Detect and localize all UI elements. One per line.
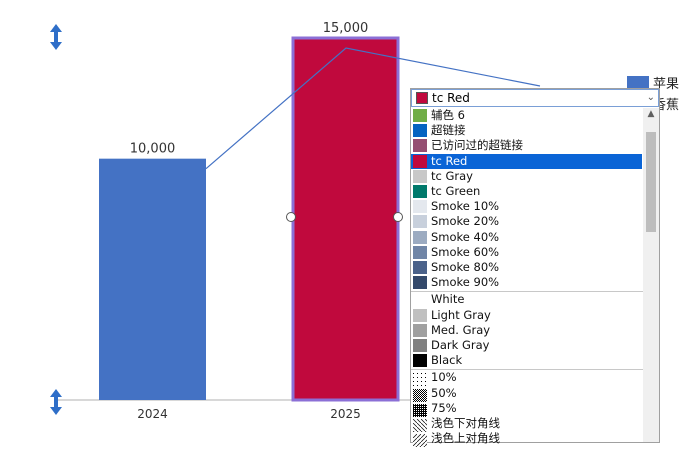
color-option[interactable]: Smoke 10% <box>411 199 642 214</box>
color-option[interactable]: 辅色 6 <box>411 108 642 123</box>
color-swatch <box>413 185 427 198</box>
color-option-label: tc Gray <box>431 168 473 183</box>
color-swatch <box>413 402 427 417</box>
color-option-label: Light Gray <box>431 307 491 322</box>
color-option[interactable]: Dark Gray <box>411 338 642 353</box>
color-swatch <box>413 139 427 153</box>
color-swatch <box>413 276 427 290</box>
color-option-label: Smoke 10% <box>431 199 500 214</box>
color-option[interactable]: Smoke 90% <box>411 275 642 290</box>
legend-swatch-apple <box>627 76 649 88</box>
color-swatch <box>413 354 427 368</box>
color-option-label: 超链接 <box>431 123 466 138</box>
color-option[interactable]: Light Gray <box>411 308 642 323</box>
color-option-label: Smoke 80% <box>431 260 500 274</box>
color-option[interactable]: Med. Gray <box>411 323 642 338</box>
color-option-label: Smoke 60% <box>431 244 500 259</box>
color-option-label: 辅色 6 <box>431 108 465 122</box>
color-swatch <box>413 169 427 183</box>
list-separator <box>411 369 643 371</box>
color-swatch <box>413 124 427 138</box>
tick-label-2024: 2024 <box>137 407 168 421</box>
color-swatch <box>413 371 427 387</box>
resize-handle-bottom-icon[interactable] <box>49 389 63 415</box>
color-option[interactable]: 浅色上对角线 <box>411 431 642 448</box>
color-swatch <box>413 417 427 432</box>
color-option-label: 50% <box>431 385 457 400</box>
color-swatch <box>413 387 427 402</box>
color-option[interactable]: Smoke 20% <box>411 214 642 229</box>
color-option-label: Smoke 90% <box>431 275 500 290</box>
color-option[interactable]: Black <box>411 353 642 368</box>
color-swatch <box>413 339 427 352</box>
color-swatch <box>413 215 427 229</box>
data-label-2024: 10,000 <box>130 142 176 157</box>
color-option-label: 已访问过的超链接 <box>431 138 523 153</box>
color-option-label: White <box>431 292 465 307</box>
color-option[interactable]: White <box>411 292 642 307</box>
color-option[interactable]: tc Red <box>411 153 642 169</box>
color-swatch <box>413 323 427 337</box>
color-option-label: Black <box>431 353 463 368</box>
color-swatch <box>413 261 427 274</box>
color-option-label: Dark Gray <box>431 338 490 352</box>
color-swatch <box>413 230 427 244</box>
color-swatch <box>413 432 427 448</box>
fill-color-combobox[interactable]: tc Red ⌄ <box>411 89 659 107</box>
color-option[interactable]: 超链接 <box>411 123 642 138</box>
color-option[interactable]: Smoke 60% <box>411 245 642 260</box>
scrollbar-thumb[interactable] <box>646 132 656 232</box>
list-separator <box>411 291 643 293</box>
color-option[interactable]: tc Gray <box>411 169 642 184</box>
list-scrollbar[interactable]: ▲ <box>643 108 659 442</box>
selection-handle-1[interactable] <box>286 212 296 222</box>
data-label-2025: 15,000 <box>323 21 369 36</box>
fill-color-dropdown[interactable]: tc Red ⌄ 辅色 6 超链接 已访问过的超链接 tc Red tc Gray tc … <box>410 88 660 448</box>
color-option-label: 10% <box>431 370 457 385</box>
color-swatch <box>413 154 427 168</box>
leader-line <box>205 47 541 170</box>
color-option[interactable]: Smoke 80% <box>411 260 642 275</box>
color-swatch <box>413 109 427 122</box>
color-option-label: 浅色上对角线 <box>431 431 500 446</box>
color-option[interactable]: 50% <box>411 385 642 402</box>
color-option-label: Smoke 20% <box>431 214 500 229</box>
color-option[interactable]: Smoke 40% <box>411 230 642 245</box>
color-option-label: 浅色下对角线 <box>431 416 500 430</box>
color-option[interactable]: 10% <box>411 370 642 387</box>
selected-color-swatch <box>416 92 428 104</box>
color-swatch <box>413 293 427 307</box>
color-option[interactable]: tc Green <box>411 184 642 199</box>
color-swatch <box>413 308 427 322</box>
color-option-label: tc Green <box>431 184 481 198</box>
color-swatch <box>413 245 427 259</box>
scroll-up-icon[interactable]: ▲ <box>647 109 655 119</box>
bar-2025[interactable] <box>291 36 400 402</box>
color-option-label: tc Red <box>431 153 468 168</box>
color-option[interactable]: 已访问过的超链接 <box>411 138 642 153</box>
color-option[interactable]: 浅色下对角线 <box>411 416 642 432</box>
chevron-down-icon[interactable]: ⌄ <box>646 92 655 103</box>
resize-handle-top-icon[interactable] <box>49 24 63 50</box>
color-option-label: 75% <box>431 400 457 415</box>
color-option[interactable]: 75% <box>411 400 642 417</box>
selected-color-label: tc Red <box>432 91 470 105</box>
color-option-label: Med. Gray <box>431 322 491 337</box>
tick-label-2025: 2025 <box>330 407 361 421</box>
color-swatch <box>413 200 427 214</box>
selection-handle-2[interactable] <box>393 212 403 222</box>
bar-2024 <box>99 158 206 400</box>
color-option-label: Smoke 40% <box>431 229 500 244</box>
